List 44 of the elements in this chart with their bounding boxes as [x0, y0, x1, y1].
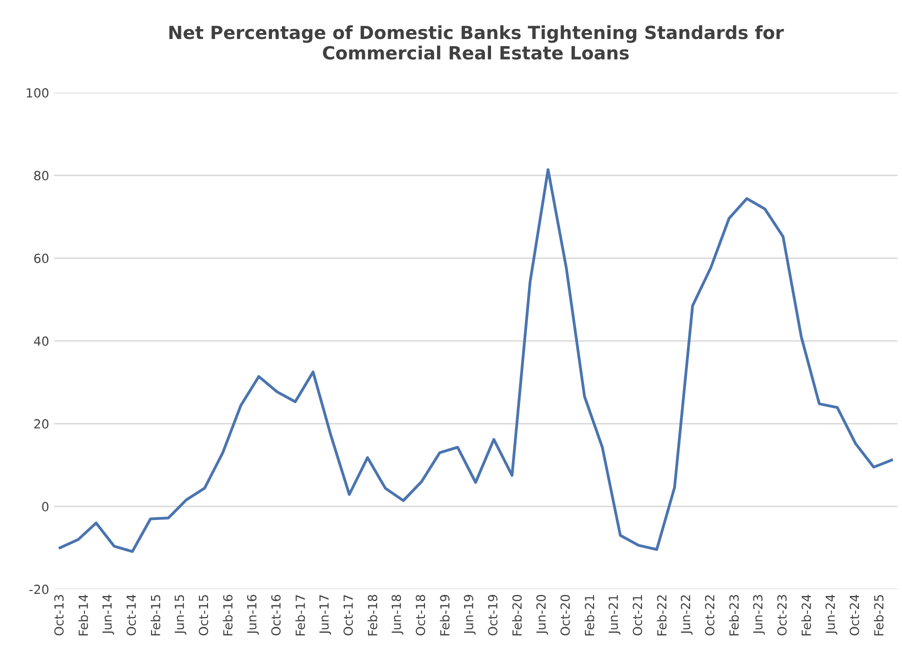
- x-tick-label: Feb-22: [656, 595, 667, 636]
- y-tick-label: 60: [34, 254, 48, 264]
- x-tick-label: Jun-18: [392, 594, 404, 635]
- x-tick-label: Feb-17: [295, 595, 306, 636]
- x-tick-label: Oct-24: [850, 594, 860, 636]
- y-tick-label: 40: [34, 336, 48, 346]
- x-tick-label: Oct-15: [198, 595, 208, 636]
- x-tick-label: Jun-15: [174, 595, 186, 635]
- chart-title: Net Percentage of Domestic Banks Tightening Standards for Commercial Real Estate Loans: [169, 25, 784, 60]
- y-tick-label: -20: [29, 584, 48, 594]
- x-tick-label: Jun-22: [680, 595, 693, 635]
- x-tick-label: Feb-15: [150, 595, 160, 636]
- x-tick-label: Oct-20: [560, 594, 570, 636]
- x-tick-label: Feb-20: [512, 594, 522, 636]
- x-tick-label: Jun-24: [826, 594, 838, 635]
- x-tick-label: Oct-23: [777, 595, 787, 636]
- x-tick-label: Feb-16: [222, 594, 233, 636]
- x-tick-label: Jun-19: [464, 594, 476, 635]
- y-tick-label: 100: [26, 88, 48, 98]
- y-tick-label: 20: [34, 419, 48, 429]
- x-tick-label: Feb-24: [801, 594, 812, 636]
- x-tick-label: Oct-13: [54, 595, 64, 636]
- x-tick-label: Feb-23: [729, 595, 739, 636]
- x-tick-label: Oct-19: [488, 594, 498, 636]
- y-tick-label: 0: [42, 502, 48, 512]
- x-tick-label: Oct-21: [632, 595, 642, 636]
- x-tick-label: Feb-18: [368, 594, 378, 636]
- y-tick-label: 80: [34, 170, 48, 180]
- x-tick-label: Oct-14: [126, 594, 136, 636]
- x-tick-label: Oct-22: [704, 595, 714, 636]
- x-tick-label: Feb-19: [440, 594, 450, 636]
- x-tick-label: Jun-16: [247, 594, 259, 635]
- x-tick-label: Feb-21: [584, 595, 594, 636]
- line-series: [58, 168, 893, 553]
- x-tick-label: Jun-14: [102, 594, 114, 635]
- x-tick-label: Feb-14: [78, 594, 88, 636]
- x-tick-label: Feb-25: [874, 595, 884, 636]
- x-tick-label: Jun-20: [536, 594, 548, 635]
- x-tick-label: Oct-18: [416, 594, 426, 636]
- x-tick-label: Jun-23: [753, 595, 765, 635]
- x-tick-label: Oct-17: [343, 595, 353, 636]
- x-tick-label: Jun-21: [608, 595, 620, 635]
- x-tick-label: Jun-17: [319, 595, 332, 635]
- x-tick-label: Oct-16: [271, 594, 281, 636]
